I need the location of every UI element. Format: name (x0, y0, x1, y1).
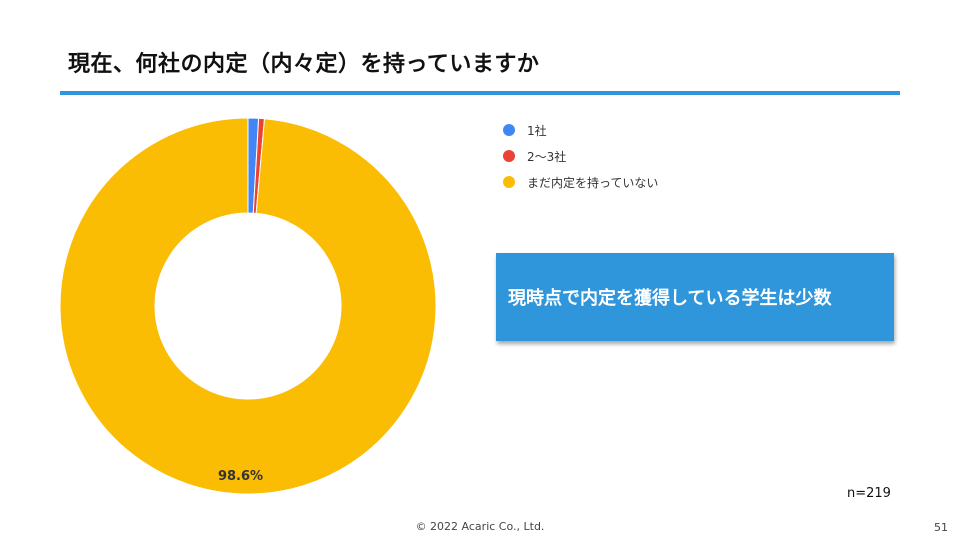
callout-box: 現時点で内定を獲得している学生は少数 (496, 253, 894, 341)
legend-item-2: 2〜3社 (503, 143, 658, 169)
donut-chart: 98.6% (59, 117, 437, 495)
sample-size: n=219 (847, 486, 891, 501)
legend-swatch-2 (503, 150, 515, 162)
legend-label-1: 1社 (527, 123, 547, 138)
callout-text: 現時点で内定を獲得している学生は少数 (508, 288, 832, 309)
legend-item-1: 1社 (503, 117, 658, 143)
chart-legend: 1社 2〜3社 まだ内定を持っていない (503, 117, 658, 195)
legend-label-2: 2〜3社 (527, 149, 567, 164)
page-number: 51 (934, 521, 948, 534)
data-label-3: 98.6% (218, 469, 263, 484)
legend-label-3: まだ内定を持っていない (527, 175, 659, 190)
legend-swatch-1 (503, 124, 515, 136)
legend-item-3: まだ内定を持っていない (503, 169, 658, 195)
donut-slice-3 (59, 117, 437, 495)
title-underline (60, 91, 900, 95)
slide-title: 現在、何社の内定（内々定）を持っていますか (68, 52, 540, 77)
legend-swatch-3 (503, 176, 515, 188)
copyright-footer: © 2022 Acaric Co., Ltd. (415, 520, 545, 533)
